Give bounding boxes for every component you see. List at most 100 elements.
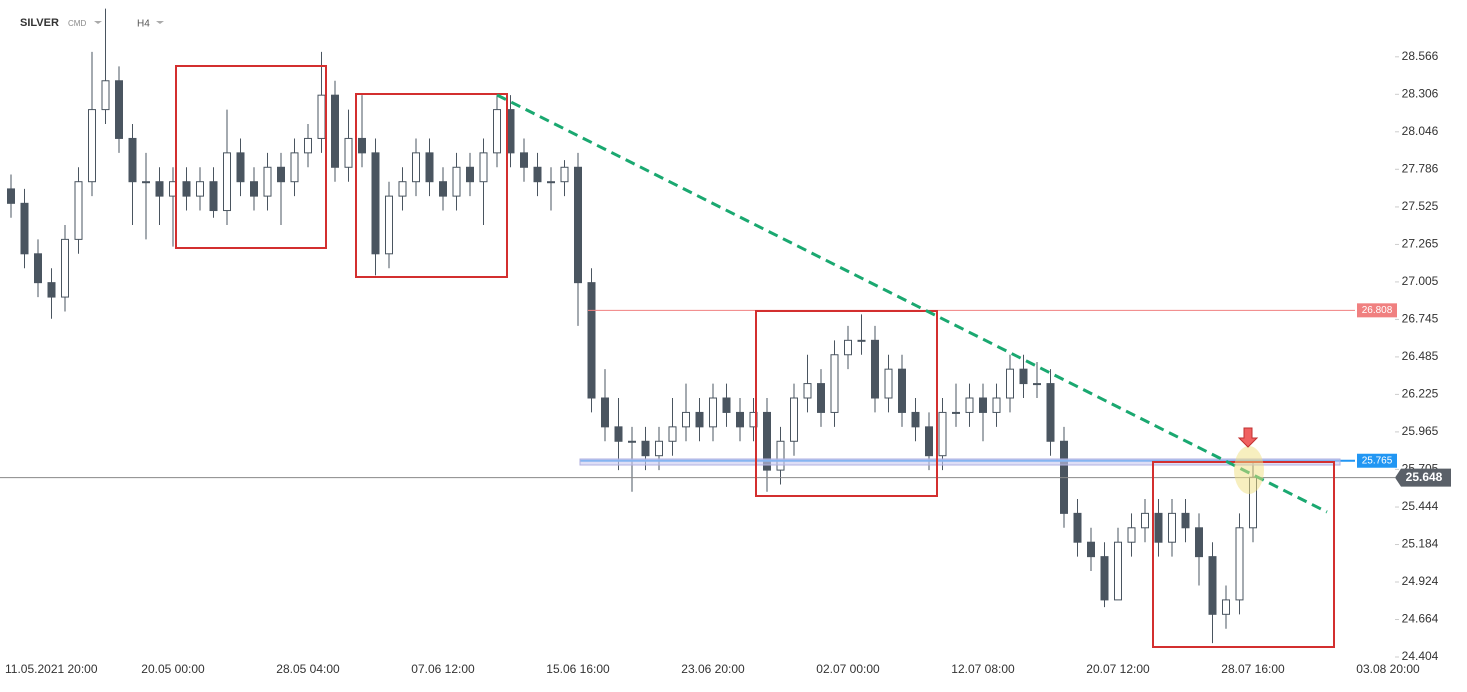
candle-body xyxy=(763,411,771,471)
x-tick-label: 12.07 08:00 xyxy=(951,662,1015,676)
candle-body xyxy=(992,397,1001,413)
candle-body xyxy=(209,181,218,212)
y-tick-label: 24.924 xyxy=(1402,574,1439,588)
candle-body xyxy=(371,152,380,255)
candle-body xyxy=(668,426,677,442)
candle-body xyxy=(358,137,366,154)
x-tick-label: 28.07 16:00 xyxy=(1221,662,1285,676)
candle-body xyxy=(263,166,272,197)
candle-body xyxy=(520,152,528,168)
candle-body xyxy=(601,397,609,428)
candle-body xyxy=(709,397,717,428)
candle-body xyxy=(493,109,501,154)
candle-body xyxy=(412,152,420,183)
y-tick-label: 25.444 xyxy=(1402,499,1439,513)
candle-body xyxy=(250,181,258,197)
candle-body xyxy=(1127,527,1136,543)
range-box xyxy=(355,93,508,278)
candle-body xyxy=(547,181,555,184)
candle-body xyxy=(61,238,69,298)
price-axis: 28.566 28.306 28.046 27.786 27.525 27.265 27.0… xyxy=(5,49,1451,676)
candle-body xyxy=(871,339,879,399)
candle-body xyxy=(20,202,29,255)
price-level-tag xyxy=(1357,453,1397,468)
sell-arrow xyxy=(1237,427,1259,448)
candle-body xyxy=(1195,527,1203,558)
candle-body xyxy=(466,166,474,183)
drawings xyxy=(175,65,1341,648)
y-tick-label: 26.485 xyxy=(1402,349,1439,363)
candle-body xyxy=(884,368,893,399)
candle-body xyxy=(560,166,569,183)
y-tick-label: 27.525 xyxy=(1402,199,1439,213)
last-price-label: 25.648 xyxy=(1406,470,1443,484)
candle-body xyxy=(155,181,164,197)
candle-body xyxy=(196,181,204,197)
candle-body xyxy=(803,383,812,399)
y-tick-label: 27.265 xyxy=(1402,237,1439,251)
market[interactable]: CMD xyxy=(68,19,86,28)
candle-body xyxy=(1141,512,1149,529)
candle-body xyxy=(344,137,353,168)
candle-body xyxy=(7,188,15,204)
candle-body xyxy=(331,94,339,168)
x-tick-label: 20.07 12:00 xyxy=(1086,662,1150,676)
candle-body xyxy=(128,137,137,183)
candle-body xyxy=(736,411,744,428)
candle-body xyxy=(817,383,825,413)
candle-body xyxy=(385,195,393,255)
candle-body xyxy=(682,411,690,428)
candle-body xyxy=(277,166,285,183)
candle-body xyxy=(101,80,110,111)
candle-body xyxy=(1208,556,1217,615)
candle-body xyxy=(142,181,150,184)
plot-area xyxy=(0,8,1395,644)
candle-body xyxy=(223,152,231,212)
candle-body xyxy=(574,166,582,284)
symbol[interactable]: SILVER xyxy=(20,17,59,29)
candle-body xyxy=(898,368,906,413)
candle-body xyxy=(47,282,56,298)
x-tick-label: 15.06 16:00 xyxy=(546,662,610,676)
candle-body xyxy=(1073,512,1082,543)
last-price-tag xyxy=(1395,468,1451,487)
y-tick-label: 25.965 xyxy=(1402,424,1439,438)
candle-body xyxy=(115,80,123,139)
candle-body xyxy=(182,181,191,197)
candle-body xyxy=(911,411,920,428)
range-box xyxy=(755,310,938,497)
x-tick-label: 03.08 20:00 xyxy=(1356,662,1420,676)
candle-body xyxy=(479,152,488,183)
dropdown-icon[interactable] xyxy=(94,21,102,24)
candle-body xyxy=(979,397,987,413)
candle-body xyxy=(614,426,623,442)
candle-body xyxy=(506,109,515,154)
y-tick-label: 24.404 xyxy=(1402,649,1439,663)
candle-body xyxy=(533,166,542,183)
candle-body xyxy=(34,253,42,284)
candle-body xyxy=(938,411,947,457)
candle-body xyxy=(655,440,663,457)
candle-body xyxy=(1168,512,1176,543)
y-tick-label: 24.664 xyxy=(1402,612,1439,626)
dropdown-icon[interactable] xyxy=(156,21,164,24)
candle-body xyxy=(844,339,852,356)
candle-body xyxy=(1154,512,1163,543)
candle-body xyxy=(1006,368,1014,399)
candle-body xyxy=(317,94,326,139)
price-level-tag xyxy=(1357,303,1397,318)
x-tick-label: 07.06 12:00 xyxy=(411,662,475,676)
candle-body xyxy=(398,181,407,197)
interval[interactable]: H4 xyxy=(137,19,150,30)
candle-body xyxy=(587,282,596,399)
candle-body xyxy=(1181,512,1190,529)
candle-body xyxy=(1222,599,1230,615)
candle-body xyxy=(304,137,312,154)
price-level-label: 26.808 xyxy=(1362,305,1393,316)
candle-body xyxy=(236,152,245,183)
x-tick-label: 28.05 04:00 xyxy=(276,662,340,676)
candle-body xyxy=(88,109,96,183)
y-tick-label: 26.225 xyxy=(1402,387,1439,401)
support-zone xyxy=(579,458,1341,466)
